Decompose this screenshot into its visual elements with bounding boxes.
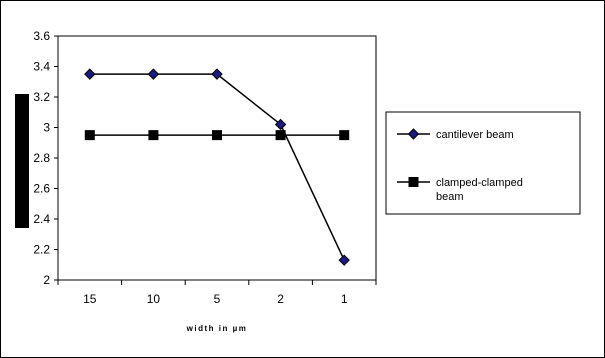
x-axis-ticks: 15 10 5 2 1: [57, 280, 377, 306]
series-1-point: [211, 68, 223, 80]
legend-box: [385, 111, 581, 215]
series-1-point: [147, 68, 160, 80]
y-tick-label: 2.4: [33, 212, 50, 226]
series-1-point: [274, 118, 287, 131]
y-tick-label: 2: [43, 273, 50, 287]
legend-label-1: cantilever beam: [436, 129, 514, 141]
legend-label-2: clamped-clamped: [436, 177, 523, 189]
legend-marker-2: [408, 177, 419, 187]
series-1-point: [84, 68, 96, 80]
y-tick-label: 3.6: [33, 29, 50, 43]
x-tick-label: 15: [83, 292, 97, 306]
plot-area: [57, 35, 377, 281]
y-tick-label: 3.4: [33, 60, 50, 74]
legend: cantilever beam clamped-clamped beam: [397, 128, 523, 203]
x-tick-label: 2: [277, 292, 284, 306]
y-tick-label: 3: [43, 121, 50, 135]
legend-marker-1: [407, 128, 420, 140]
series-2-point: [275, 130, 286, 141]
series-2-point: [84, 130, 95, 141]
x-tick-label: 1: [341, 292, 348, 306]
y-axis-ticks: 3.6 3.4 3.2 3 2.8 2.6 2.4 2.2 2: [33, 29, 58, 287]
ylabel-occluder: [15, 94, 29, 228]
y-tick-label: 2.8: [33, 151, 50, 165]
y-tick-label: 3.2: [33, 90, 50, 104]
series-2-point: [148, 130, 159, 141]
y-tick-label: 2.2: [33, 243, 50, 257]
series-line-1: [89, 73, 345, 261]
series-2-point: [339, 130, 350, 141]
x-tick-label: 5: [214, 292, 221, 306]
series-layer: [84, 68, 350, 266]
x-axis-title: width in µm: [186, 324, 248, 333]
x-tick-label: 10: [147, 292, 161, 306]
legend-label-2: beam: [436, 191, 464, 203]
series-2-point: [212, 130, 222, 141]
series-1-point: [338, 254, 350, 266]
y-tick-label: 2.6: [33, 182, 50, 196]
